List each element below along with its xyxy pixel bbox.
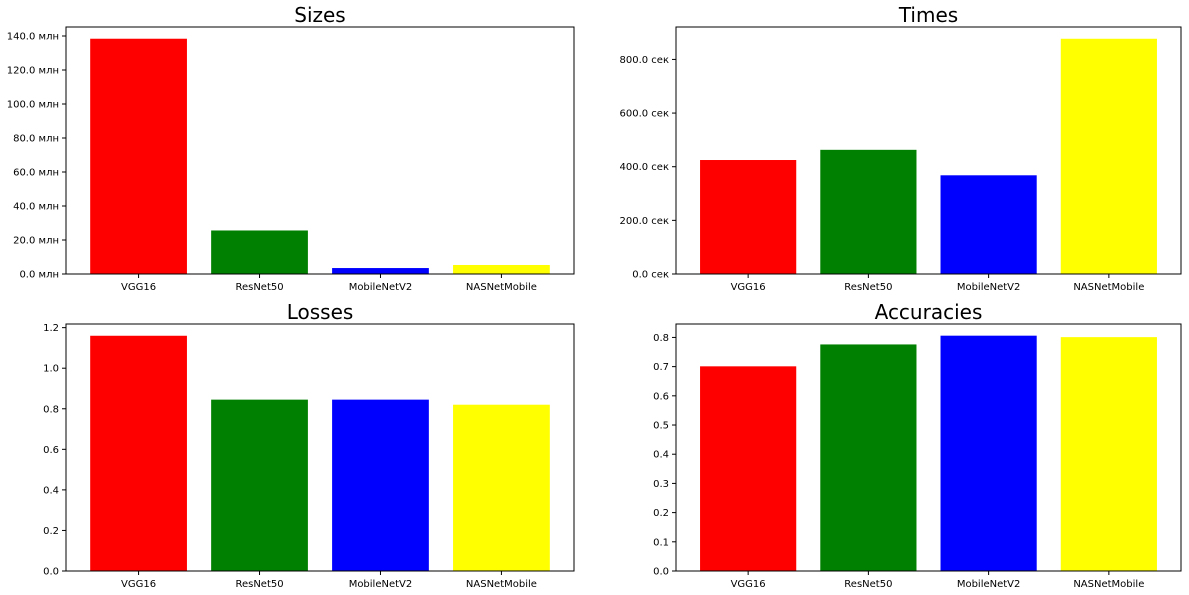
chart-title: Losses <box>287 300 354 324</box>
x-tick-label: MobileNetV2 <box>349 282 413 293</box>
y-tick-label: 140.0 млн <box>7 32 59 43</box>
y-tick-label: 0.8 <box>43 404 59 415</box>
x-tick-label: ResNet50 <box>235 579 283 590</box>
y-tick-label: 40.0 млн <box>13 202 59 213</box>
bar-mobilenetv2 <box>940 335 1037 571</box>
bar-resnet50 <box>211 399 308 571</box>
y-tick-label: 0.6 <box>43 445 59 456</box>
x-tick-label: ResNet50 <box>844 579 892 590</box>
y-tick-label: 400.0 сек <box>620 162 670 173</box>
axes-frame <box>65 26 575 275</box>
x-tick-label: MobileNetV2 <box>349 579 413 590</box>
y-tick-label: 120.0 млн <box>7 66 59 77</box>
axes-frame <box>65 323 575 572</box>
x-tick-label: VGG16 <box>731 282 766 293</box>
y-tick-label: 0.8 <box>653 333 669 344</box>
y-tick-label: 0.4 <box>43 485 59 496</box>
bar-nasnetmobile <box>1060 337 1157 571</box>
x-tick-label: NASNetMobile <box>466 579 537 590</box>
x-tick-label: MobileNetV2 <box>957 282 1021 293</box>
y-tick-label: 1.0 <box>43 364 59 375</box>
x-tick-label: VGG16 <box>121 579 156 590</box>
bar-vgg16 <box>700 160 797 274</box>
x-tick-label: ResNet50 <box>844 282 892 293</box>
bar-vgg16 <box>90 335 187 571</box>
bar-resnet50 <box>820 149 917 274</box>
axes-frame <box>675 26 1182 275</box>
x-tick-label: MobileNetV2 <box>957 579 1021 590</box>
y-tick-label: 100.0 млн <box>7 100 59 111</box>
y-tick-label: 0.6 <box>653 391 669 402</box>
bar-mobilenetv2 <box>332 268 429 274</box>
y-tick-label: 1.2 <box>43 323 59 334</box>
bar-vgg16 <box>700 366 797 571</box>
y-tick-label: 200.0 сек <box>620 216 670 227</box>
y-tick-label: 0.0 сек <box>632 270 669 281</box>
chart-3: Accuracies 0.0 0.1 0.2 0.3 0.4 0.5 0.6 0.7 0.8 VGG… <box>653 300 1182 590</box>
y-tick-label: 0.0 млн <box>19 270 59 281</box>
chart-2: Losses 0.0 0.2 0.4 0.6 0.8 1.0 1.2 VGG16 ResNet50… <box>43 300 575 590</box>
y-tick-label: 0.5 <box>653 421 669 432</box>
x-tick-label: NASNetMobile <box>466 282 537 293</box>
chart-1: Times 0.0 сек 200.0 сек 400.0 сек 600.0 сек 8… <box>620 3 1182 293</box>
chart-title: Accuracies <box>875 300 983 324</box>
x-tick-label: VGG16 <box>121 282 156 293</box>
chart-title: Times <box>898 3 958 27</box>
y-tick-label: 0.2 <box>653 508 669 519</box>
y-tick-label: 0.0 <box>43 567 59 578</box>
x-tick-label: NASNetMobile <box>1073 282 1144 293</box>
bar-vgg16 <box>90 38 187 275</box>
y-tick-label: 800.0 сек <box>620 55 670 66</box>
bar-nasnetmobile <box>453 404 550 571</box>
y-tick-label: 0.3 <box>653 479 669 490</box>
y-tick-label: 0.1 <box>653 537 669 548</box>
axes-frame <box>675 323 1182 572</box>
y-tick-label: 80.0 млн <box>13 134 59 145</box>
x-tick-label: NASNetMobile <box>1073 579 1144 590</box>
y-tick-label: 60.0 млн <box>13 168 59 179</box>
y-tick-label: 20.0 млн <box>13 236 59 247</box>
bar-mobilenetv2 <box>940 175 1037 274</box>
bar-nasnetmobile <box>453 264 550 274</box>
y-tick-label: 0.0 <box>653 567 669 578</box>
x-tick-label: ResNet50 <box>235 282 283 293</box>
y-tick-label: 600.0 сек <box>620 109 670 120</box>
bar-resnet50 <box>820 344 917 571</box>
bar-nasnetmobile <box>1060 38 1157 274</box>
chart-0: Sizes 0.0 млн 20.0 млн 40.0 млн 60.0 млн 80.0… <box>7 3 575 293</box>
chart-title: Sizes <box>294 3 345 27</box>
y-tick-label: 0.4 <box>653 450 669 461</box>
x-tick-label: VGG16 <box>731 579 766 590</box>
bar-mobilenetv2 <box>332 399 429 571</box>
y-tick-label: 0.7 <box>653 362 669 373</box>
bar-resnet50 <box>211 230 308 274</box>
y-tick-label: 0.2 <box>43 526 59 537</box>
